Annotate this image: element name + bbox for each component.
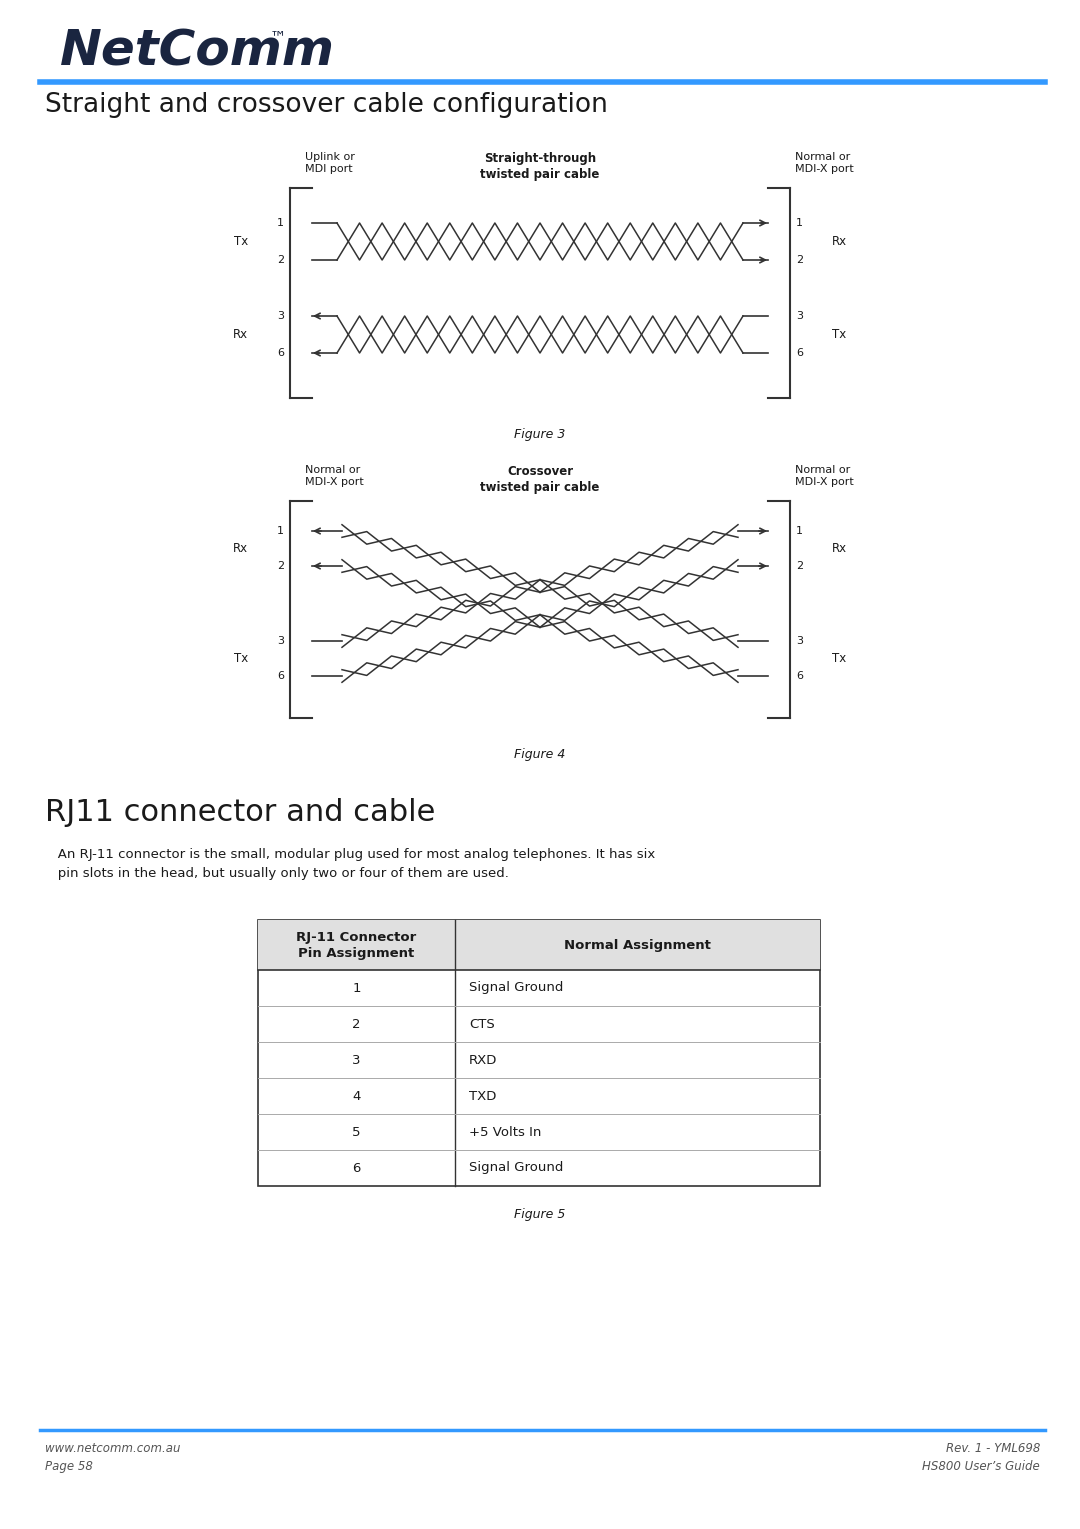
Text: Signal Ground: Signal Ground: [469, 982, 564, 994]
Text: NetComm: NetComm: [60, 28, 335, 76]
Text: 5: 5: [352, 1125, 361, 1139]
Text: 2: 2: [352, 1017, 361, 1031]
Text: CTS: CTS: [469, 1017, 495, 1031]
Text: Rx: Rx: [233, 329, 248, 341]
Text: Uplink or
MDI port: Uplink or MDI port: [305, 151, 355, 174]
Text: 2: 2: [796, 561, 804, 570]
Text: RXD: RXD: [469, 1053, 498, 1067]
Text: 6: 6: [276, 349, 284, 358]
Text: Tx: Tx: [233, 235, 248, 248]
Text: 1: 1: [352, 982, 361, 994]
Text: 1: 1: [796, 526, 804, 537]
Text: Normal or
MDI-X port: Normal or MDI-X port: [795, 151, 854, 174]
Text: Rx: Rx: [832, 235, 847, 248]
Text: Normal Assignment: Normal Assignment: [564, 939, 711, 951]
Text: 3: 3: [276, 310, 284, 321]
Text: 2: 2: [796, 255, 804, 265]
Text: 2: 2: [276, 255, 284, 265]
Text: Crossover
twisted pair cable: Crossover twisted pair cable: [481, 465, 599, 494]
Text: 6: 6: [796, 349, 804, 358]
Text: Tx: Tx: [832, 329, 847, 341]
Text: 4: 4: [352, 1090, 361, 1102]
Text: RJ11 connector and cable: RJ11 connector and cable: [45, 798, 435, 827]
Text: HS800 User’s Guide: HS800 User’s Guide: [922, 1460, 1040, 1472]
Text: 2: 2: [276, 561, 284, 570]
Text: +5 Volts In: +5 Volts In: [469, 1125, 541, 1139]
Text: Tx: Tx: [233, 651, 248, 665]
Text: 6: 6: [276, 671, 284, 680]
Text: Straight-through
twisted pair cable: Straight-through twisted pair cable: [481, 151, 599, 180]
Text: An RJ-11 connector is the small, modular plug used for most analog telephones. I: An RJ-11 connector is the small, modular…: [45, 849, 656, 881]
Bar: [258, 920, 820, 969]
Text: Rx: Rx: [233, 541, 248, 555]
Text: Normal or
MDI-X port: Normal or MDI-X port: [305, 465, 364, 488]
Text: www.netcomm.com.au: www.netcomm.com.au: [45, 1442, 180, 1456]
Text: Normal or
MDI-X port: Normal or MDI-X port: [795, 465, 854, 488]
Text: 3: 3: [276, 636, 284, 645]
Text: Figure 5: Figure 5: [514, 1208, 566, 1222]
Text: 3: 3: [796, 310, 804, 321]
Text: Rx: Rx: [832, 541, 847, 555]
Text: Straight and crossover cable configuration: Straight and crossover cable configurati…: [45, 92, 608, 118]
Bar: [258, 920, 820, 1187]
Text: Page 58: Page 58: [45, 1460, 93, 1472]
Text: Signal Ground: Signal Ground: [469, 1162, 564, 1174]
Text: Figure 3: Figure 3: [514, 428, 566, 440]
Text: 3: 3: [796, 636, 804, 645]
Text: Figure 4: Figure 4: [514, 748, 566, 761]
Text: 6: 6: [796, 671, 804, 680]
Text: Rev. 1 - YML698: Rev. 1 - YML698: [946, 1442, 1040, 1456]
Text: TXD: TXD: [469, 1090, 497, 1102]
Text: 1: 1: [276, 219, 284, 228]
Text: ™: ™: [270, 28, 286, 46]
Text: 1: 1: [276, 526, 284, 537]
Text: 1: 1: [796, 219, 804, 228]
Text: RJ-11 Connector
Pin Assignment: RJ-11 Connector Pin Assignment: [296, 931, 417, 960]
Text: 3: 3: [352, 1053, 361, 1067]
Text: 6: 6: [352, 1162, 361, 1174]
Text: Tx: Tx: [832, 651, 847, 665]
